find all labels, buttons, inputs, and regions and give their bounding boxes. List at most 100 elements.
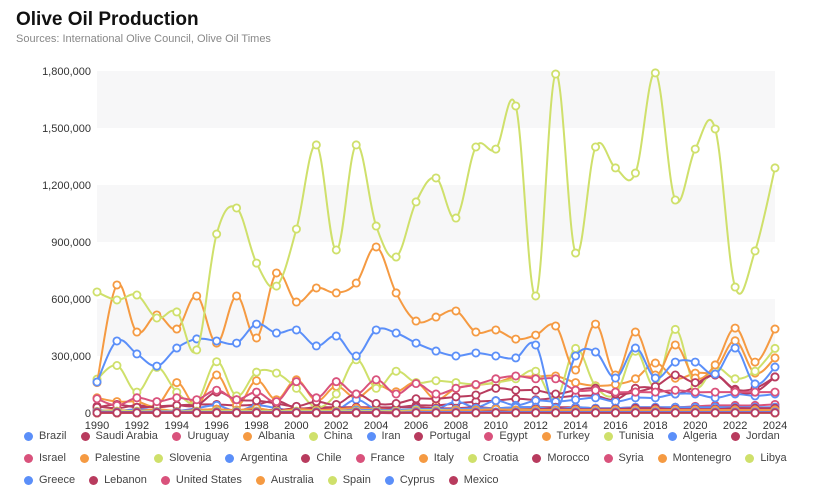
data-point bbox=[411, 379, 421, 389]
legend-item-palestine[interactable]: Palestine bbox=[79, 452, 140, 464]
data-point bbox=[331, 389, 341, 399]
data-point bbox=[391, 288, 401, 298]
data-point bbox=[591, 347, 601, 357]
legend-item-morocco[interactable]: Morocco bbox=[532, 452, 590, 464]
data-point bbox=[770, 408, 780, 418]
legend-marker-icon bbox=[308, 431, 318, 441]
data-point bbox=[172, 408, 182, 418]
legend-label: Cyprus bbox=[399, 474, 435, 486]
data-point bbox=[172, 343, 182, 353]
legend-marker-icon bbox=[243, 431, 253, 441]
data-point bbox=[192, 408, 202, 418]
legend-item-montenegro[interactable]: Montenegro bbox=[657, 452, 731, 464]
legend-item-lebanon[interactable]: Lebanon bbox=[89, 474, 147, 486]
data-point bbox=[750, 387, 760, 397]
legend-label: Iran bbox=[381, 430, 401, 442]
legend-label: Tunisia bbox=[618, 430, 654, 442]
data-point bbox=[391, 398, 401, 408]
legend-item-brazil[interactable]: Brazil bbox=[24, 430, 67, 442]
legend-item-united-states[interactable]: United States bbox=[160, 474, 242, 486]
data-point bbox=[511, 334, 521, 344]
legend-item-cyprus[interactable]: Cyprus bbox=[384, 474, 435, 486]
legend-item-argentina[interactable]: Argentina bbox=[225, 452, 287, 464]
legend-item-israel[interactable]: Israel bbox=[24, 452, 66, 464]
data-point bbox=[770, 324, 780, 334]
data-point bbox=[531, 385, 541, 395]
legend-item-italy[interactable]: Italy bbox=[418, 452, 454, 464]
legend-item-tunisia[interactable]: Tunisia bbox=[603, 430, 654, 442]
legend-label: Saudi Arabia bbox=[95, 430, 158, 442]
legend-item-jordan[interactable]: Jordan bbox=[731, 430, 780, 442]
data-point bbox=[192, 395, 202, 405]
legend-item-egypt[interactable]: Egypt bbox=[484, 430, 528, 442]
chart-subtitle: Sources: International Olive Council, Ol… bbox=[16, 33, 271, 45]
legend-label: Jordan bbox=[746, 430, 780, 442]
data-point bbox=[670, 370, 680, 380]
legend-marker-icon bbox=[160, 475, 170, 485]
legend-marker-icon bbox=[667, 431, 677, 441]
legend-item-china[interactable]: China bbox=[308, 430, 353, 442]
legend-item-libya[interactable]: Libya bbox=[745, 452, 787, 464]
data-point bbox=[132, 290, 142, 300]
y-tick-label: 900,000 bbox=[51, 237, 91, 249]
series-spain bbox=[92, 68, 780, 355]
legend-item-turkey[interactable]: Turkey bbox=[541, 430, 590, 442]
legend-item-slovenia[interactable]: Slovenia bbox=[154, 452, 211, 464]
data-point bbox=[132, 393, 142, 403]
data-point bbox=[551, 321, 561, 331]
data-point bbox=[252, 367, 262, 377]
data-point bbox=[311, 140, 321, 150]
data-point bbox=[391, 408, 401, 418]
data-point bbox=[730, 387, 740, 397]
data-point bbox=[750, 408, 760, 418]
legend-item-iran[interactable]: Iran bbox=[366, 430, 401, 442]
legend-item-mexico[interactable]: Mexico bbox=[448, 474, 499, 486]
series-italy bbox=[92, 242, 780, 388]
legend-item-france[interactable]: France bbox=[355, 452, 405, 464]
data-point bbox=[371, 408, 381, 418]
y-axis: 0 300,000 600,000 900,000 1,200,000 1,500,000… bbox=[42, 66, 91, 420]
legend-item-croatia[interactable]: Croatia bbox=[467, 452, 518, 464]
x-tick-label: 2016 bbox=[603, 420, 627, 430]
data-point bbox=[92, 287, 102, 297]
legend-label: Lebanon bbox=[104, 474, 147, 486]
y-tick-label: 600,000 bbox=[51, 294, 91, 306]
data-point bbox=[531, 366, 541, 376]
legend-item-albania[interactable]: Albania bbox=[243, 430, 295, 442]
legend-item-algeria[interactable]: Algeria bbox=[667, 430, 717, 442]
legend-marker-icon bbox=[532, 453, 542, 463]
data-point bbox=[670, 357, 680, 367]
x-tick-label: 2006 bbox=[404, 420, 428, 430]
legend-item-syria[interactable]: Syria bbox=[603, 452, 644, 464]
data-point bbox=[331, 408, 341, 418]
legend-item-australia[interactable]: Australia bbox=[255, 474, 314, 486]
grid-band bbox=[97, 299, 775, 356]
legend-item-saudi-arabia[interactable]: Saudi Arabia bbox=[80, 430, 158, 442]
data-point bbox=[511, 101, 521, 111]
legend-item-greece[interactable]: Greece bbox=[24, 474, 75, 486]
data-point bbox=[770, 387, 780, 397]
data-point bbox=[491, 325, 501, 335]
legend-item-portugal[interactable]: Portugal bbox=[414, 430, 470, 442]
legend-marker-icon bbox=[255, 475, 265, 485]
legend-item-spain[interactable]: Spain bbox=[327, 474, 371, 486]
legend-label: Mexico bbox=[463, 474, 499, 486]
data-point bbox=[431, 408, 441, 418]
legend-item-chile[interactable]: Chile bbox=[301, 452, 342, 464]
data-point bbox=[670, 408, 680, 418]
data-point bbox=[391, 328, 401, 338]
x-tick-label: 2012 bbox=[523, 420, 547, 430]
data-point bbox=[591, 142, 601, 152]
legend-label: Turkey bbox=[556, 430, 590, 442]
data-point bbox=[511, 371, 521, 381]
data-point bbox=[630, 408, 640, 418]
data-point bbox=[252, 333, 262, 343]
x-tick-label: 2004 bbox=[364, 420, 388, 430]
legend-item-uruguay[interactable]: Uruguay bbox=[172, 430, 229, 442]
legend-label: Morocco bbox=[547, 452, 590, 464]
data-point bbox=[770, 353, 780, 363]
legend-marker-icon bbox=[731, 431, 741, 441]
data-point bbox=[371, 325, 381, 335]
data-point bbox=[591, 393, 601, 403]
y-tick-label: 1,800,000 bbox=[42, 66, 91, 78]
